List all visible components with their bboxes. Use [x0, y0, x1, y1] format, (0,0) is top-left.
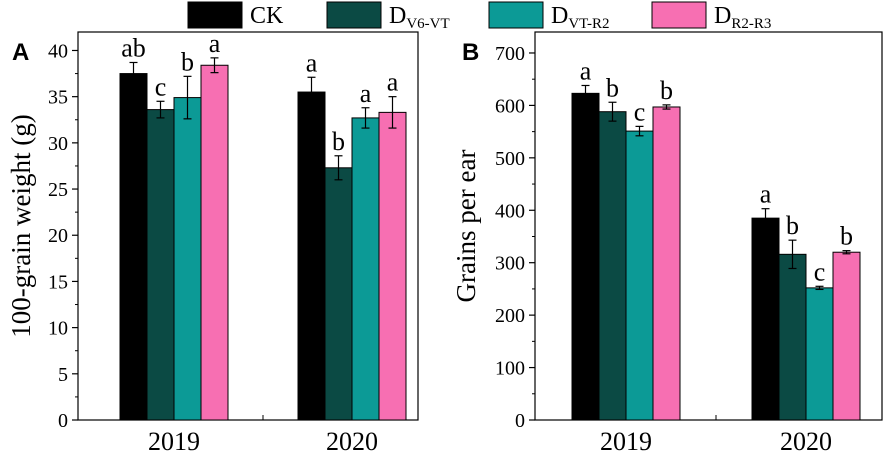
significance-letter: c [814, 257, 826, 286]
y-tick-label: 15 [48, 271, 68, 293]
significance-letter: a [209, 29, 221, 58]
bar [297, 91, 326, 421]
y-tick-label: 25 [48, 179, 68, 201]
legend-swatch-1 [187, 1, 243, 29]
bar [598, 111, 627, 421]
legend-label-2: DV6-VT [389, 3, 450, 32]
y-tick-label: 400 [495, 200, 525, 222]
significance-letter: b [786, 211, 799, 240]
y-tick-label: 100 [495, 358, 525, 380]
panel-label: A [12, 39, 29, 66]
significance-letter: a [306, 48, 318, 77]
y-axis-label: 100-grain weight (g) [6, 114, 36, 337]
bar [119, 73, 148, 421]
y-tick-label: 0 [515, 410, 525, 432]
bar [832, 251, 861, 421]
bar [652, 106, 681, 421]
bar [778, 253, 807, 421]
y-tick-label: 200 [495, 305, 525, 327]
y-tick-label: 10 [48, 318, 68, 340]
significance-letter: b [332, 127, 345, 156]
bar [146, 109, 175, 421]
x-tick-label: 2020 [780, 427, 832, 456]
legend-label-3: DVT-R2 [551, 3, 609, 32]
y-tick-label: 300 [495, 253, 525, 275]
legend-label-1: CK [250, 3, 284, 29]
bar [324, 167, 353, 421]
legend-swatch-2 [326, 1, 382, 29]
plot-frame [534, 31, 883, 421]
y-tick-label: 20 [48, 225, 68, 247]
significance-letter: b [181, 47, 194, 76]
bar [173, 97, 202, 421]
panel-label: B [462, 39, 479, 66]
significance-letter: a [580, 56, 592, 85]
plot-frame [77, 31, 419, 421]
y-tick-label: 35 [48, 87, 68, 109]
significance-letter: a [360, 79, 372, 108]
significance-letter: b [606, 73, 619, 102]
legend-swatch-3 [488, 1, 544, 29]
y-tick-label: 700 [495, 43, 525, 65]
y-axis-label: Grains per ear [451, 150, 481, 303]
y-tick-label: 500 [495, 148, 525, 170]
x-tick-label: 2019 [600, 427, 652, 456]
legend: CK DV6-VT DVT-R2 DR2-R3 [187, 1, 771, 32]
y-tick-label: 40 [48, 40, 68, 62]
bar [625, 130, 654, 421]
y-tick-label: 30 [48, 133, 68, 155]
bar [751, 217, 780, 421]
significance-letter: b [840, 222, 853, 251]
significance-letter: c [634, 97, 646, 126]
significance-letter: ab [121, 33, 146, 62]
bar [571, 92, 600, 421]
significance-letter: c [155, 72, 167, 101]
y-tick-label: 600 [495, 95, 525, 117]
legend-label-4: DR2-R3 [714, 3, 771, 32]
x-tick-label: 2019 [148, 427, 200, 456]
legend-swatch-4 [651, 1, 707, 29]
bar [200, 64, 229, 421]
bar [378, 111, 407, 421]
y-tick-label: 5 [58, 364, 68, 386]
significance-letter: a [760, 180, 772, 209]
bar [351, 117, 380, 421]
significance-letter: a [387, 68, 399, 97]
bar [805, 287, 834, 421]
significance-letter: b [660, 76, 673, 105]
y-tick-label: 0 [58, 410, 68, 432]
x-tick-label: 2020 [326, 427, 378, 456]
